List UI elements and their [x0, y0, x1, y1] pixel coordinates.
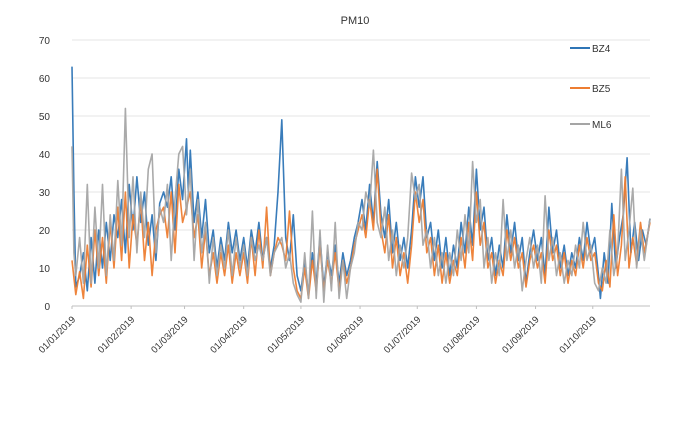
x-tick-label: 01/04/2019 [208, 314, 249, 355]
legend: BZ4 BZ5 ML6 [570, 44, 612, 131]
y-tick-label: 20 [39, 226, 51, 237]
legend-label-bz4: BZ4 [592, 44, 611, 55]
x-tick-label: 01/08/2019 [441, 314, 482, 355]
y-tick-label: 0 [44, 302, 50, 313]
gridlines [72, 39, 650, 307]
series-line-ml6 [71, 107, 651, 304]
x-tick-label: 01/07/2019 [382, 314, 423, 355]
x-tick-label: 01/03/2019 [149, 314, 190, 355]
series-line-bz5 [71, 168, 651, 300]
y-axis: 0 10 20 30 40 50 60 70 [39, 36, 51, 313]
legend-label-ml6: ML6 [592, 120, 612, 131]
legend-label-bz5: BZ5 [592, 84, 611, 95]
x-tick-label: 01/06/2019 [325, 314, 366, 355]
y-tick-label: 70 [39, 36, 51, 47]
x-tick-label: 01/02/2019 [96, 314, 137, 355]
y-tick-label: 10 [39, 264, 51, 275]
x-axis: 01/01/2019 01/02/2019 01/03/2019 01/04/2019… [37, 306, 599, 356]
y-tick-label: 30 [39, 188, 51, 199]
y-tick-label: 50 [39, 112, 51, 123]
series-lines [71, 66, 651, 304]
x-tick-label: 01/10/2019 [557, 314, 598, 355]
x-tick-label: 01/05/2019 [266, 314, 307, 355]
series-line-bz4 [71, 66, 651, 300]
y-tick-label: 40 [39, 150, 51, 161]
chart-title: PM10 [341, 15, 370, 27]
x-tick-label: 01/01/2019 [37, 314, 78, 355]
y-tick-label: 60 [39, 74, 51, 85]
x-tick-label: 01/09/2019 [500, 314, 541, 355]
